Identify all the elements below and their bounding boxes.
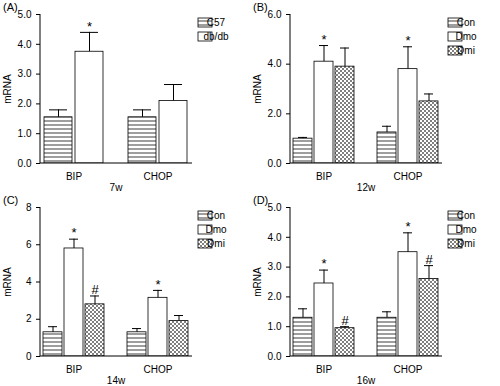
html-text:(C): (C) <box>3 194 19 206</box>
svg-text:mRNA: mRNA <box>252 267 263 297</box>
svg-text:4.0: 4.0 <box>18 39 32 50</box>
svg-text:#: # <box>425 252 433 267</box>
svg-text:6: 6 <box>26 239 32 250</box>
svg-text:7w: 7w <box>110 182 124 193</box>
svg-text:1.0: 1.0 <box>18 128 32 139</box>
svg-text:BIP: BIP <box>66 364 82 375</box>
svg-text:BIP: BIP <box>316 364 332 375</box>
svg-text:16w: 16w <box>357 375 376 386</box>
svg-text:2.0: 2.0 <box>268 291 282 302</box>
svg-text:5.0: 5.0 <box>18 9 32 20</box>
svg-text:3.0: 3.0 <box>18 68 32 79</box>
svg-text:CHOP: CHOP <box>144 171 173 182</box>
html-text:(D): (D) <box>253 194 269 206</box>
svg-text:0.0: 0.0 <box>268 158 282 169</box>
svg-text:Dmo: Dmo <box>455 31 477 42</box>
svg-text:Dmi: Dmi <box>207 238 225 249</box>
svg-text:14w: 14w <box>107 375 126 386</box>
svg-text:*: * <box>405 33 410 48</box>
svg-text:5.0: 5.0 <box>268 202 282 213</box>
svg-text:#: # <box>341 313 349 328</box>
svg-text:12w: 12w <box>357 182 376 193</box>
svg-text:BIP: BIP <box>316 171 332 182</box>
html-text:(B): (B) <box>253 1 268 13</box>
svg-text:4.0: 4.0 <box>268 232 282 243</box>
svg-text:db/db: db/db <box>203 31 228 42</box>
svg-text:2.0: 2.0 <box>268 108 282 119</box>
svg-text:4: 4 <box>26 276 32 287</box>
svg-text:2.0: 2.0 <box>18 98 32 109</box>
svg-text:1.0: 1.0 <box>268 321 282 332</box>
svg-text:0.0: 0.0 <box>18 158 32 169</box>
svg-text:*: * <box>321 256 326 271</box>
svg-text:Con: Con <box>457 210 475 221</box>
svg-text:Dmi: Dmi <box>457 238 475 249</box>
svg-text:0: 0 <box>26 351 32 362</box>
svg-text:4.0: 4.0 <box>268 58 282 69</box>
svg-text:mRNA: mRNA <box>2 74 13 104</box>
svg-text:#: # <box>91 282 99 297</box>
svg-text:*: * <box>405 219 410 234</box>
svg-text:mRNA: mRNA <box>252 74 263 104</box>
svg-text:*: * <box>321 32 326 47</box>
svg-text:*: * <box>71 225 76 240</box>
svg-text:*: * <box>87 19 92 34</box>
svg-text:2: 2 <box>26 313 32 324</box>
svg-text:CHOP: CHOP <box>394 171 423 182</box>
svg-text:CHOP: CHOP <box>144 364 173 375</box>
svg-text:Dmo: Dmo <box>205 224 227 235</box>
svg-text:Dmo: Dmo <box>455 224 477 235</box>
svg-text:0.0: 0.0 <box>268 351 282 362</box>
svg-text:*: * <box>155 277 160 292</box>
svg-text:8: 8 <box>26 202 32 213</box>
svg-text:CHOP: CHOP <box>394 364 423 375</box>
svg-text:3.0: 3.0 <box>268 261 282 272</box>
svg-text:Dmi: Dmi <box>457 45 475 56</box>
svg-text:Con: Con <box>457 17 475 28</box>
svg-text:C57: C57 <box>207 17 226 28</box>
svg-text:BIP: BIP <box>66 171 82 182</box>
svg-text:Con: Con <box>207 210 225 221</box>
svg-text:mRNA: mRNA <box>2 267 13 297</box>
svg-text:6.0: 6.0 <box>268 9 282 20</box>
html-text:(A): (A) <box>3 1 18 13</box>
